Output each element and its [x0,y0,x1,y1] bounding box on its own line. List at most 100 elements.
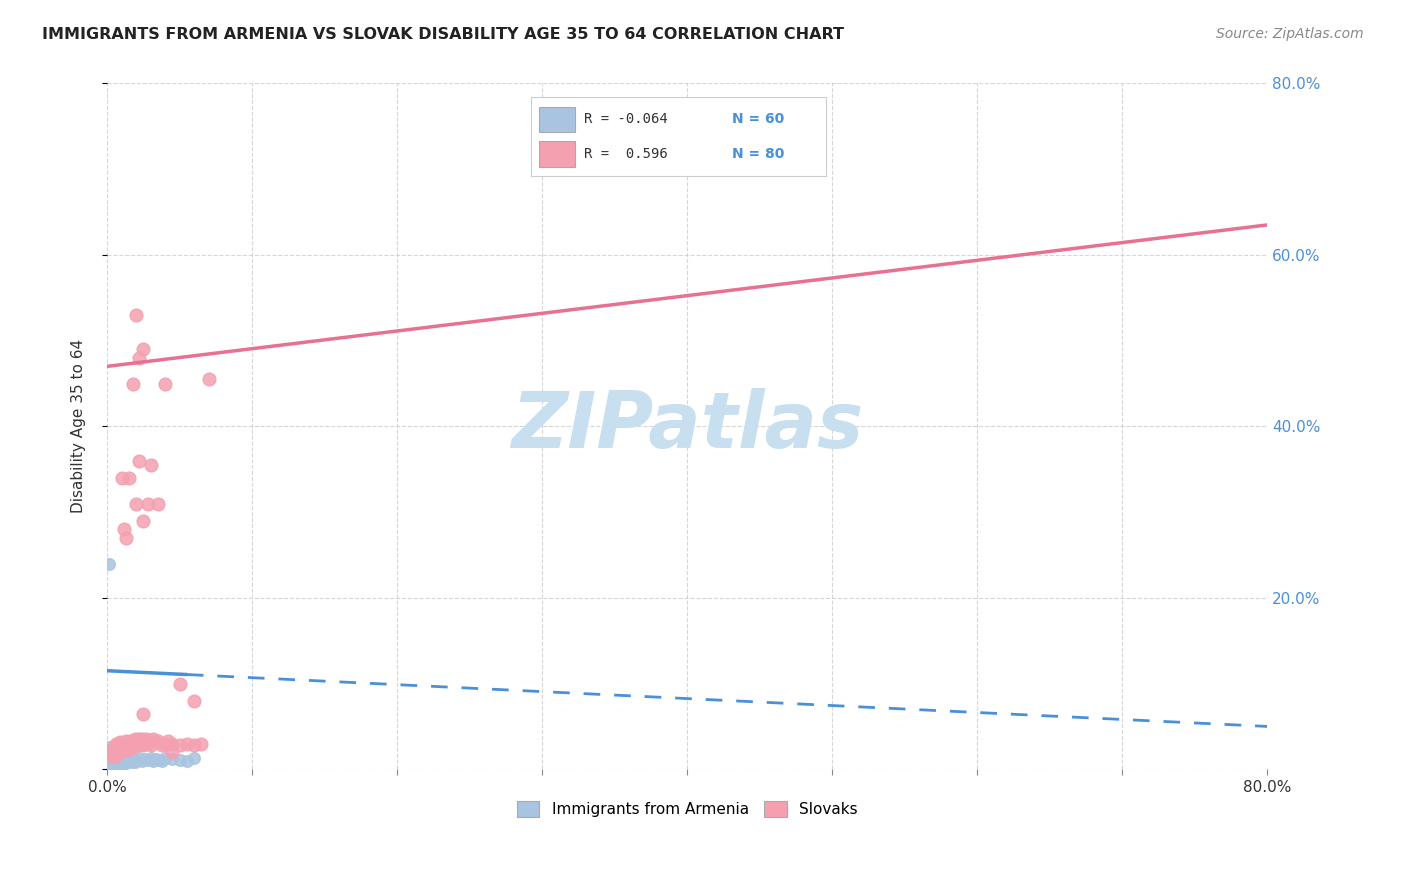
Point [120,739,142,753]
Point [162,745,184,759]
Point [112,739,135,753]
Point [103,756,125,771]
Point [131,754,153,768]
Point [100,754,122,768]
Point [153,751,176,765]
Point [108,752,131,766]
Point [103,746,125,760]
Point [128,453,150,467]
Point [183,739,205,753]
Point [108,756,131,770]
Point [136,737,159,751]
Y-axis label: Disability Age 35 to 64: Disability Age 35 to 64 [72,339,86,514]
Point [107,743,129,757]
Point [139,734,162,748]
Point [146,734,169,748]
Point [104,749,127,764]
Point [125,496,148,510]
Point [120,751,142,765]
Point [101,756,124,770]
Point [105,754,128,768]
Point [128,732,150,747]
Point [97,557,120,571]
Text: IMMIGRANTS FROM ARMENIA VS SLOVAK DISABILITY AGE 35 TO 64 CORRELATION CHART: IMMIGRANTS FROM ARMENIA VS SLOVAK DISABI… [42,27,844,42]
Point [176,737,198,751]
Point [98,760,121,774]
Point [110,739,132,753]
Point [122,739,145,753]
Point [114,740,136,755]
Point [104,755,127,769]
Point [131,732,153,747]
Point [162,752,184,766]
Text: ZIPatlas: ZIPatlas [512,388,863,465]
Point [103,747,125,761]
Point [115,756,138,771]
Point [97,758,120,772]
Point [148,753,170,767]
Point [190,737,212,751]
Point [101,749,124,764]
Point [156,734,179,748]
Point [104,757,127,772]
Point [169,753,191,767]
Point [103,741,125,756]
Point [121,755,143,769]
Point [104,744,127,758]
Point [150,754,173,768]
Point [103,752,125,766]
Point [183,694,205,708]
Point [128,751,150,765]
Point [128,737,150,751]
Point [101,743,124,757]
Point [125,753,148,767]
Point [118,754,141,768]
Legend: Immigrants from Armenia, Slovaks: Immigrants from Armenia, Slovaks [510,795,863,823]
Point [104,751,127,765]
Point [120,734,142,748]
Point [121,740,143,755]
Point [98,745,121,759]
Point [105,745,128,759]
Point [136,753,159,767]
Point [107,737,129,751]
Point [139,739,162,753]
Point [108,735,131,749]
Point [107,753,129,767]
Point [145,752,167,766]
Point [117,753,139,767]
Point [128,351,150,365]
Point [114,522,136,536]
Point [98,749,121,764]
Point [100,747,122,761]
Point [114,737,136,751]
Point [101,745,124,759]
Point [124,732,146,747]
Point [107,749,129,764]
Point [125,734,148,748]
Point [134,752,156,766]
Point [104,743,127,757]
Point [118,737,141,751]
Point [118,740,141,755]
Point [101,740,124,755]
Point [153,376,176,391]
Point [110,753,132,767]
Point [169,676,191,690]
Point [135,732,157,747]
Point [107,739,129,753]
Point [150,739,173,753]
Point [169,739,191,753]
Point [110,471,132,485]
Point [115,531,138,545]
Point [105,740,128,755]
Point [118,471,141,485]
Point [146,496,169,510]
Point [105,750,128,764]
Point [115,739,138,753]
Point [129,734,152,748]
Point [132,342,155,356]
Point [112,755,135,769]
Point [117,742,139,756]
Point [176,754,198,768]
